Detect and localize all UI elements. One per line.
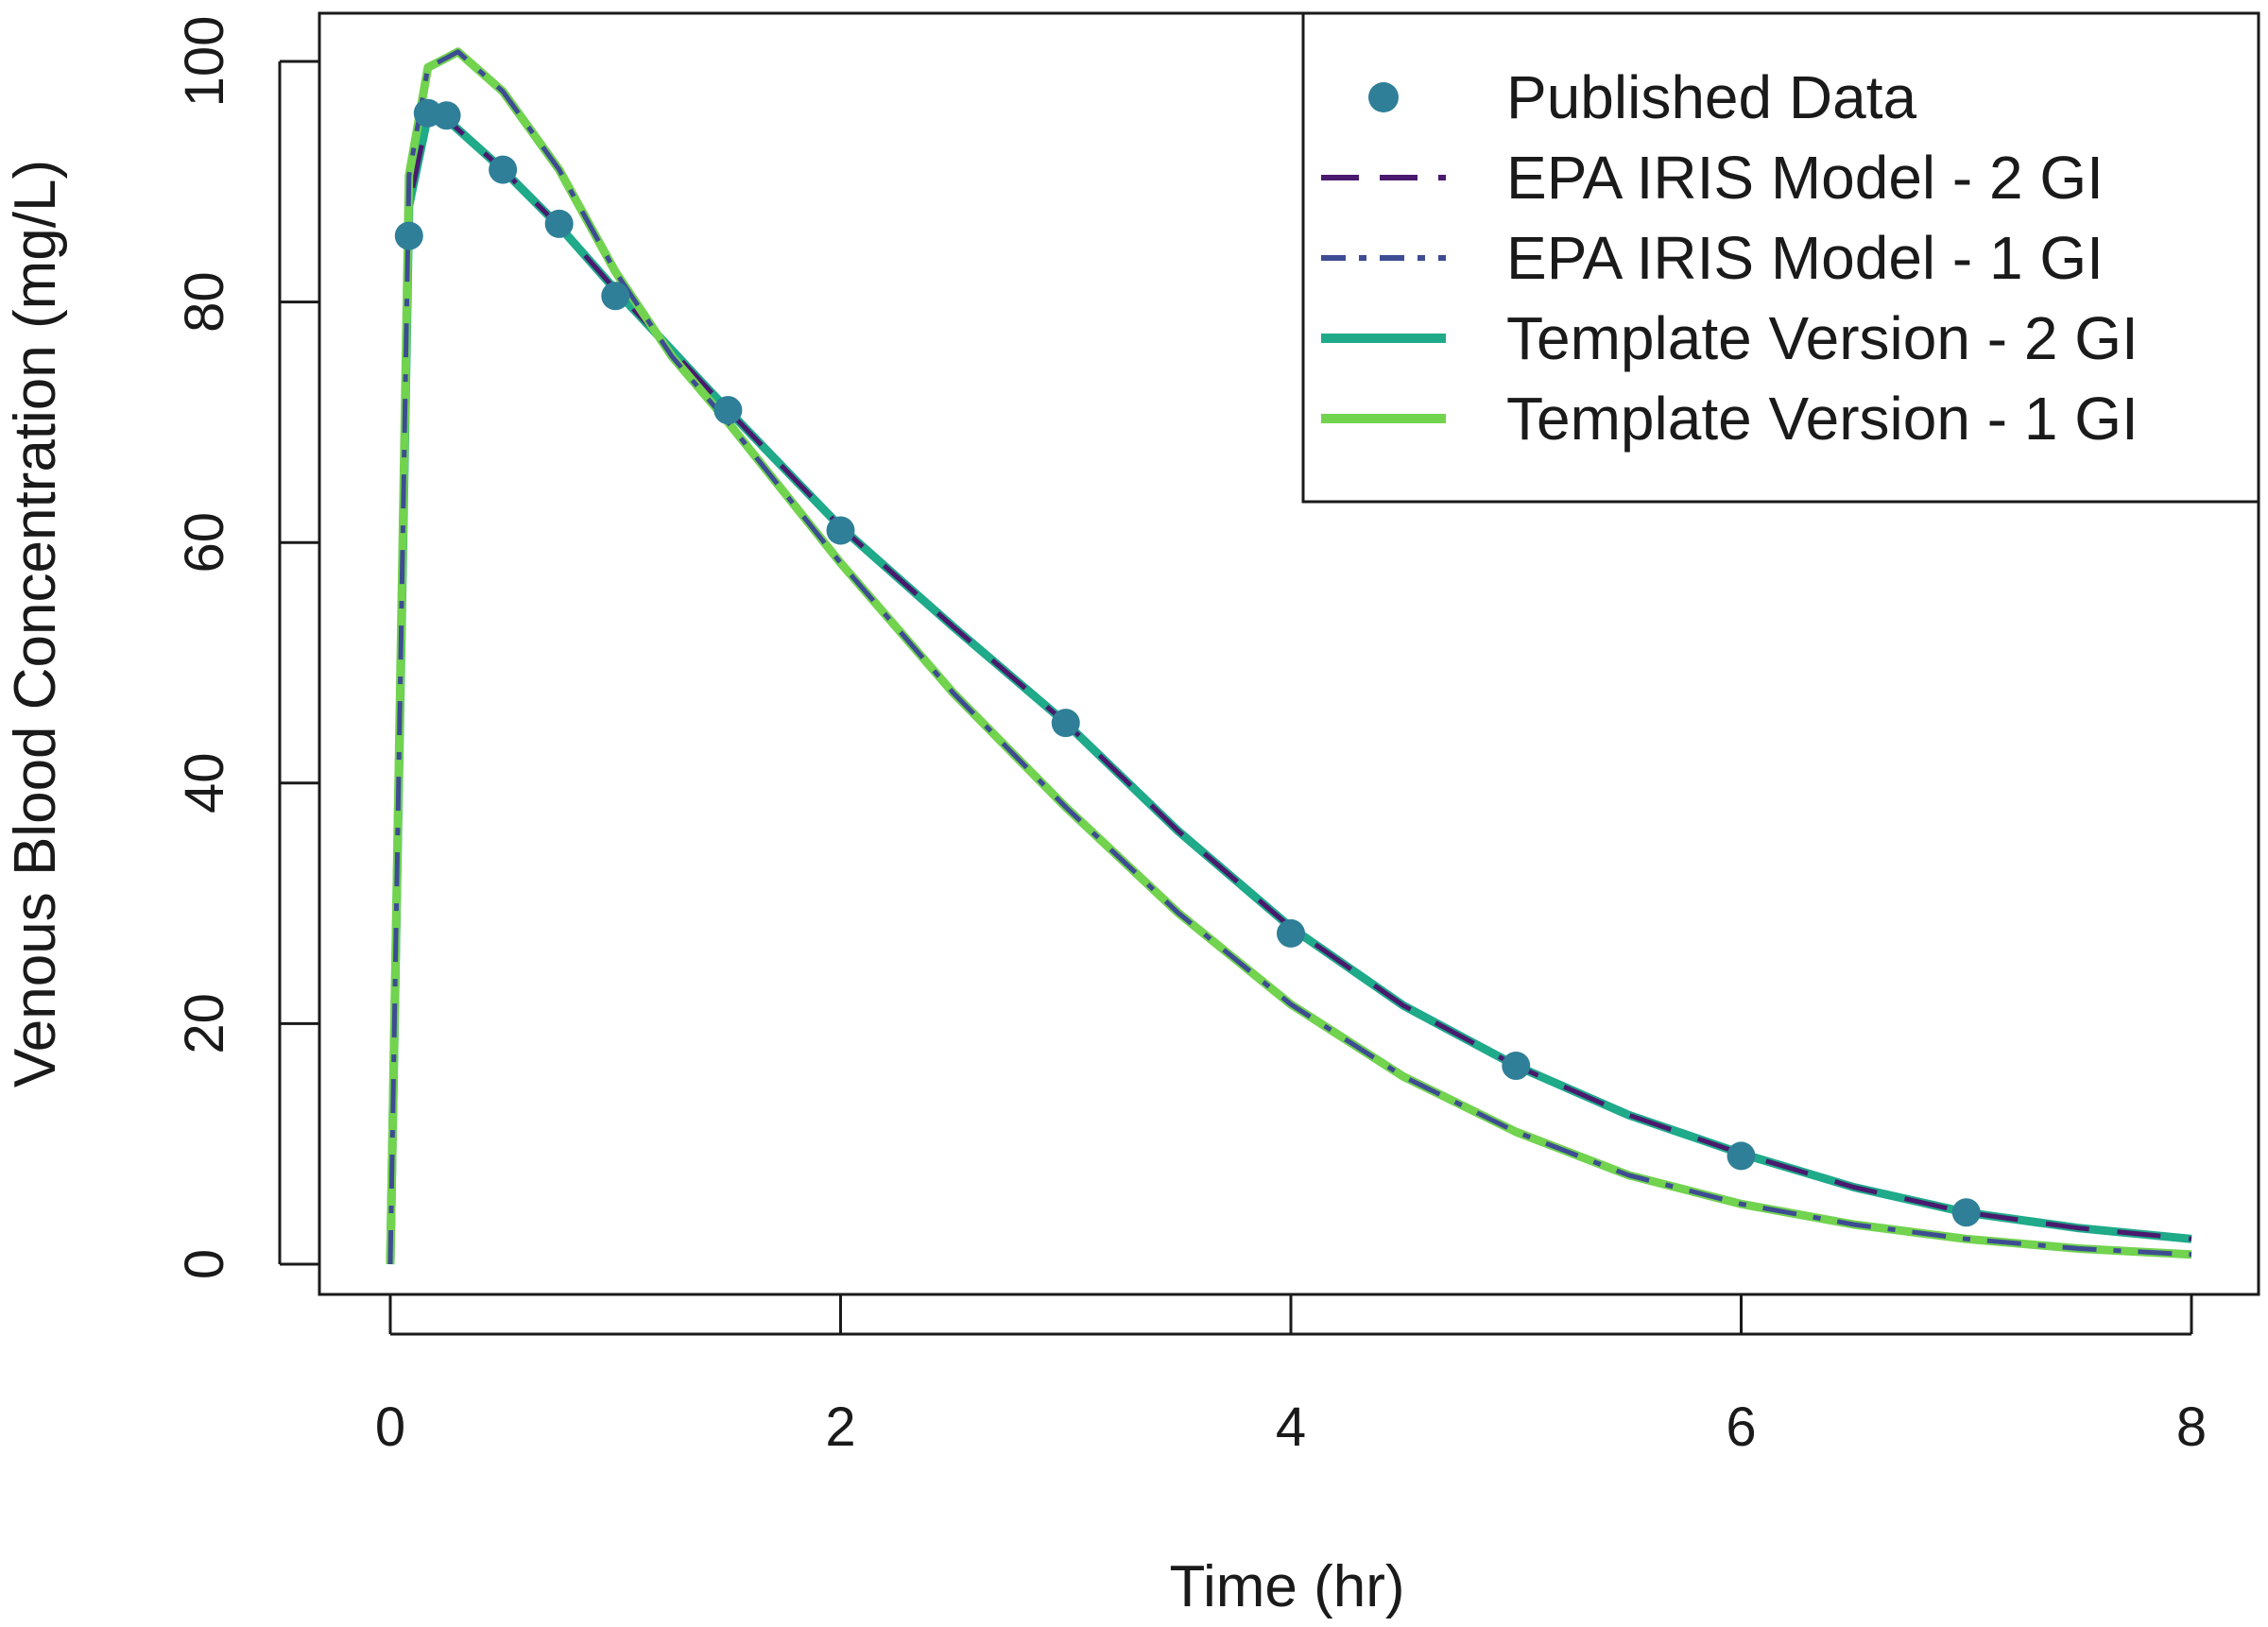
series-layer — [386, 47, 2192, 1265]
data-point — [1727, 1141, 1756, 1171]
data-point — [1502, 1051, 1531, 1080]
data-point — [601, 282, 630, 311]
x-axis: 0 2 4 6 8 — [375, 1294, 2207, 1458]
legend-label: Template Version - 2 GI — [1506, 304, 2139, 372]
x-tick-label: 2 — [825, 1396, 855, 1458]
series-line-3 — [387, 49, 2192, 1265]
data-point — [1277, 918, 1305, 948]
x-axis-title: Time (hr) — [1169, 1554, 1404, 1619]
legend-label: Template Version - 1 GI — [1506, 385, 2139, 453]
legend: Published Data EPA IRIS Model - 2 GI EPA I… — [1301, 11, 2260, 504]
y-tick-label: 0 — [174, 1249, 235, 1279]
data-point — [432, 101, 461, 130]
y-tick-label: 20 — [174, 993, 235, 1054]
series-line-1 — [387, 112, 2192, 1265]
y-tick-label: 80 — [174, 271, 235, 333]
data-point — [544, 209, 574, 238]
y-tick-label: 40 — [174, 753, 235, 814]
legend-label: EPA IRIS Model - 1 GI — [1506, 224, 2104, 292]
y-axis: 0 20 40 60 80 100 — [174, 16, 319, 1279]
points-layer — [394, 98, 1981, 1227]
data-point — [394, 221, 423, 250]
x-tick-label: 6 — [1726, 1396, 1756, 1458]
y-tick-label: 100 — [174, 16, 235, 108]
x-tick-label: 0 — [375, 1396, 405, 1458]
legend-label: EPA IRIS Model - 2 GI — [1506, 144, 2104, 212]
data-point — [489, 155, 518, 184]
x-tick-label: 8 — [2176, 1396, 2207, 1458]
legend-swatch-point — [1368, 82, 1399, 112]
plot-frame — [318, 11, 2260, 1296]
x-tick-label: 4 — [1276, 1396, 1306, 1458]
y-axis-title: Venous Blood Concentration (mg/L) — [3, 160, 68, 1088]
data-point — [1951, 1198, 1981, 1227]
legend-label: Published Data — [1506, 63, 1916, 131]
legend-box — [1301, 11, 2260, 504]
data-point — [1051, 709, 1080, 738]
data-point — [826, 516, 855, 545]
y-tick-label: 60 — [174, 512, 235, 574]
data-point — [713, 396, 743, 425]
